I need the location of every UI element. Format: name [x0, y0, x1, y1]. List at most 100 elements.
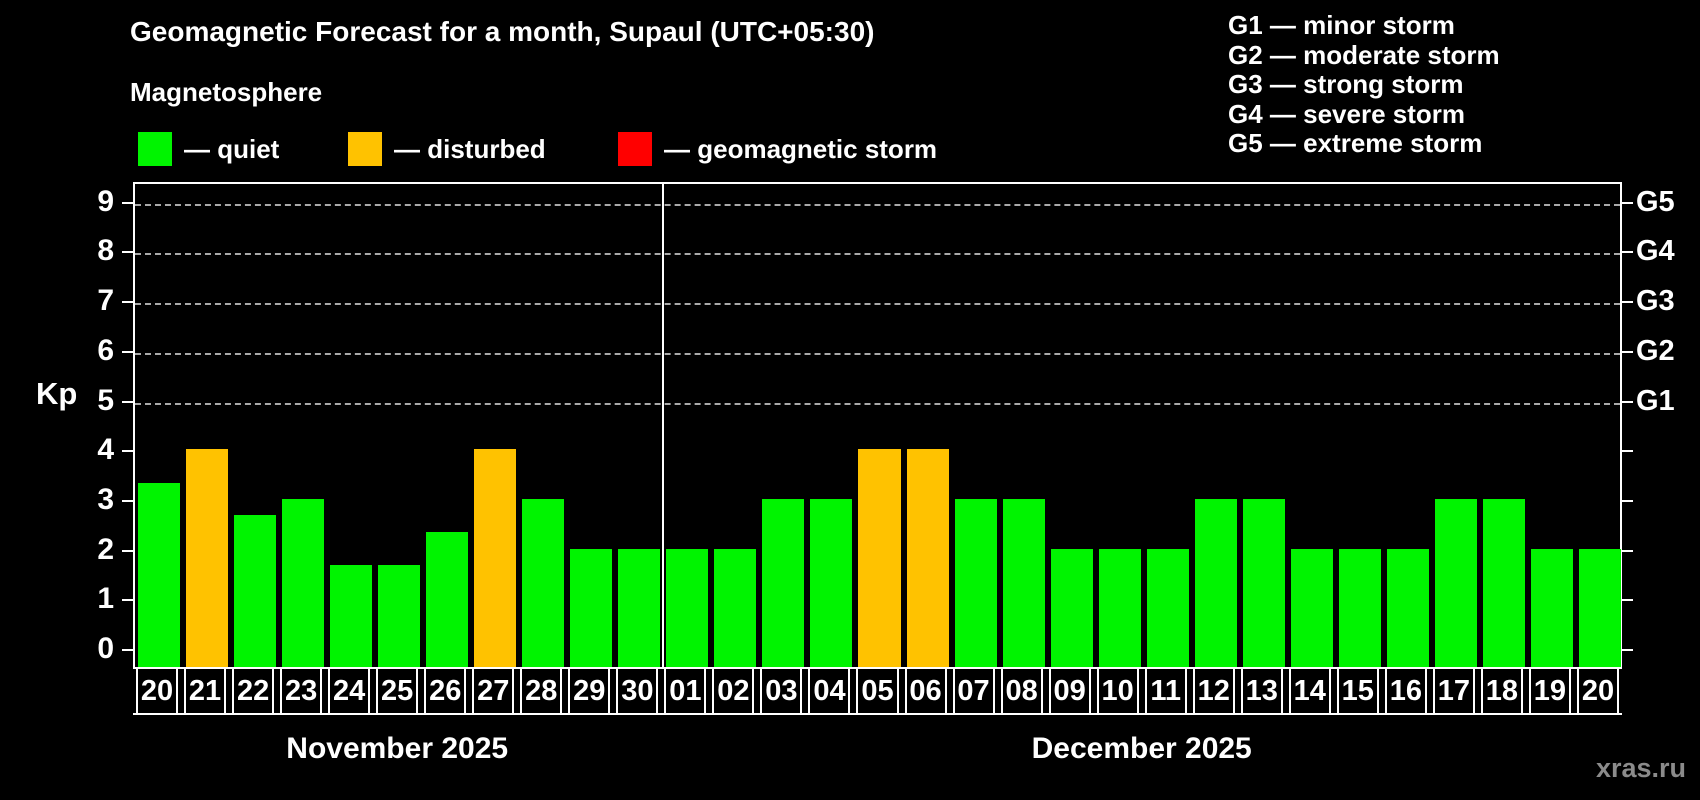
y-tick-label-3: 3 — [97, 482, 114, 516]
right-axis-label-G2: G2 — [1636, 334, 1675, 367]
day-label-dec-04: 04 — [808, 669, 851, 713]
y-tick-right-3 — [1622, 499, 1633, 502]
watermark: xras.ru — [1595, 753, 1686, 783]
chart-subtitle: Magnetosphere — [130, 77, 323, 107]
y-tick-label-6: 6 — [97, 333, 114, 367]
right-axis-label-G4: G4 — [1636, 235, 1675, 268]
day-label-dec-18: 18 — [1480, 669, 1523, 713]
g-legend-line: G2 — moderate storm — [1228, 39, 1500, 70]
kp-bar-day-05 — [858, 449, 901, 667]
day-label-nov-20: 20 — [136, 669, 179, 713]
kp-bar-day-30 — [618, 548, 661, 667]
kp-bar-day-21 — [186, 449, 229, 667]
day-label-dec-10: 10 — [1096, 669, 1139, 713]
day-label-nov-30: 30 — [616, 669, 659, 713]
day-label-nov-24: 24 — [328, 669, 371, 713]
gridline-kp-7 — [135, 303, 1620, 306]
day-label-dec-01: 01 — [664, 669, 707, 713]
y-tick-left-4 — [122, 450, 133, 453]
right-axis-label-G5: G5 — [1636, 185, 1675, 218]
y-tick-label-0: 0 — [97, 632, 114, 665]
kp-bar-day-24 — [330, 565, 373, 667]
kp-bar-day-10 — [1098, 548, 1141, 667]
y-tick-left-9 — [122, 201, 133, 204]
y-axis-title: Kp — [36, 376, 78, 411]
right-axis-label-G1: G1 — [1636, 384, 1675, 417]
kp-bar-day-09 — [1050, 548, 1093, 667]
y-tick-left-1 — [122, 599, 133, 602]
kp-bar-day-15 — [1338, 548, 1381, 667]
day-label-nov-29: 29 — [568, 669, 611, 713]
day-label-nov-28: 28 — [520, 669, 563, 713]
kp-bar-day-27 — [474, 449, 517, 667]
day-label-nov-21: 21 — [184, 669, 227, 713]
kp-bar-day-03 — [762, 498, 805, 667]
kp-bar-day-08 — [1002, 498, 1045, 667]
day-label-dec-19: 19 — [1528, 669, 1571, 713]
kp-bar-day-26 — [426, 532, 469, 667]
gridline-kp-8 — [135, 253, 1620, 256]
kp-bar-day-19 — [1530, 548, 1573, 667]
day-label-dec-20: 20 — [1576, 669, 1619, 713]
day-label-nov-27: 27 — [472, 669, 515, 713]
kp-bar-day-20 — [1578, 548, 1621, 667]
day-label-dec-03: 03 — [760, 669, 803, 713]
y-tick-label-2: 2 — [97, 532, 114, 566]
x-axis-day-row: 20 21 22 23 24 25 26 27 28 29 30 01 02 03 04 05 06 07 08 09… — [133, 669, 1622, 715]
day-label-nov-26: 26 — [424, 669, 467, 713]
month-separator-line — [662, 184, 665, 667]
y-tick-left-6 — [122, 350, 133, 353]
day-label-dec-11: 11 — [1144, 669, 1187, 713]
gridline-kp-9 — [135, 203, 1620, 206]
kp-bar-day-07 — [954, 498, 997, 667]
kp-bar-day-04 — [810, 498, 853, 667]
kp-bar-day-28 — [522, 498, 565, 667]
kp-bar-day-29 — [570, 548, 613, 667]
legend-item-disturbed: — disturbed — [348, 131, 546, 167]
y-tick-right-1 — [1622, 599, 1633, 602]
legend-label-quiet: — quiet — [184, 133, 280, 164]
g-legend-line: G3 — strong storm — [1228, 69, 1464, 99]
page-title: Geomagnetic Forecast for a month, Supaul… — [130, 16, 875, 47]
day-label-dec-05: 05 — [856, 669, 899, 713]
y-tick-left-7 — [122, 301, 133, 304]
y-tick-left-2 — [122, 549, 133, 552]
g-legend-line: G4 — severe storm — [1228, 98, 1466, 129]
y-tick-right-0 — [1622, 649, 1633, 651]
y-tick-right-7 — [1622, 301, 1633, 304]
plot-area — [133, 182, 1622, 669]
y-tick-left-8 — [122, 251, 133, 254]
month-label-december: December 2025 — [1031, 732, 1252, 765]
kp-bar-day-13 — [1242, 498, 1285, 667]
gridline-kp-5 — [135, 402, 1620, 405]
day-label-dec-14: 14 — [1288, 669, 1331, 713]
y-tick-left-3 — [122, 499, 133, 502]
day-label-dec-02: 02 — [712, 669, 755, 713]
legend-item-storm: — geomagnetic storm — [618, 131, 937, 167]
disturbed-color-swatch — [348, 132, 382, 166]
day-label-dec-07: 07 — [952, 669, 995, 713]
y-tick-left-5 — [122, 400, 133, 403]
storm-color-swatch — [618, 132, 652, 166]
kp-bar-day-12 — [1194, 498, 1237, 667]
day-label-nov-23: 23 — [280, 669, 323, 713]
kp-bar-day-14 — [1290, 548, 1333, 667]
day-label-dec-17: 17 — [1432, 669, 1475, 713]
kp-bar-day-01 — [666, 548, 709, 667]
y-tick-right-9 — [1622, 201, 1633, 204]
g-legend-line: G1 — minor storm — [1228, 10, 1455, 40]
y-tick-label-8: 8 — [97, 234, 114, 268]
day-label-nov-25: 25 — [376, 669, 419, 713]
y-tick-right-8 — [1622, 251, 1633, 254]
quiet-color-swatch — [138, 132, 172, 166]
y-tick-label-4: 4 — [97, 433, 114, 467]
kp-bar-day-11 — [1146, 548, 1189, 667]
kp-bar-day-25 — [378, 565, 421, 667]
y-tick-label-1: 1 — [97, 582, 114, 616]
day-label-dec-15: 15 — [1336, 669, 1379, 713]
legend-item-quiet: — quiet — [138, 131, 279, 167]
kp-bar-day-06 — [906, 449, 949, 667]
day-label-dec-12: 12 — [1192, 669, 1235, 713]
legend-label-storm: — geomagnetic storm — [664, 133, 938, 164]
legend-label-disturbed: — disturbed — [394, 133, 546, 164]
